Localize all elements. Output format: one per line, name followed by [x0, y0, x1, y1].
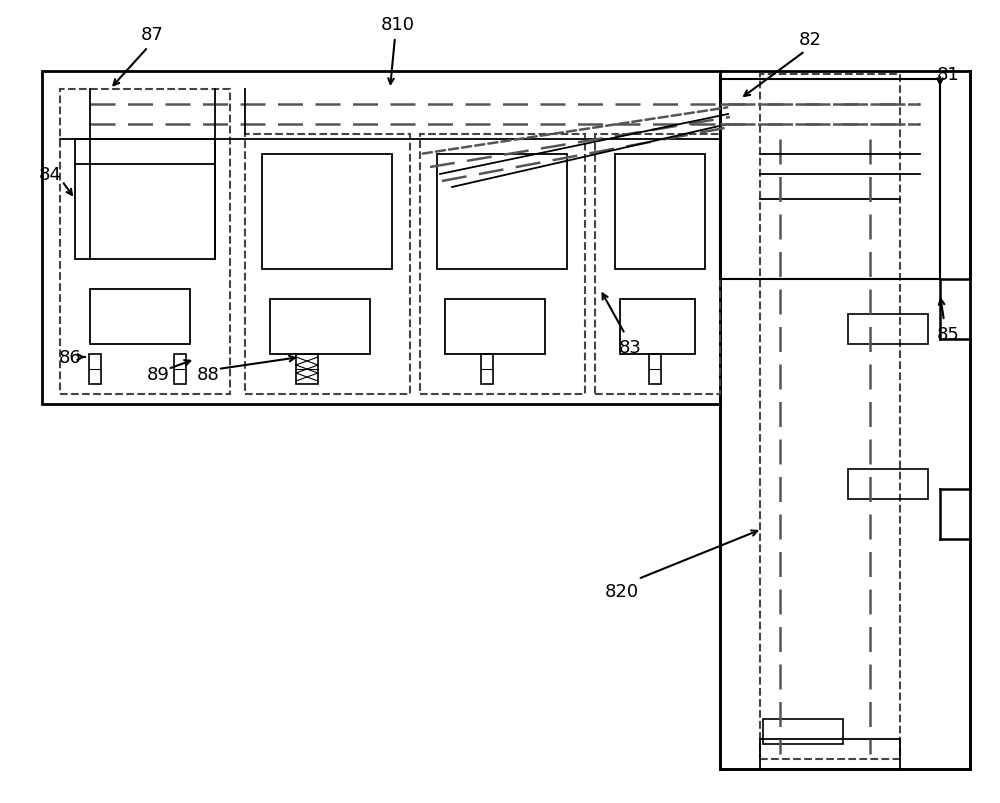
Text: 83: 83	[619, 339, 641, 357]
Text: 87: 87	[141, 26, 163, 44]
Text: 88: 88	[197, 365, 219, 384]
Text: 81: 81	[937, 66, 959, 84]
Text: 84: 84	[39, 165, 61, 184]
Text: 89: 89	[147, 365, 169, 384]
Text: 82: 82	[799, 31, 821, 49]
Text: 820: 820	[605, 582, 639, 601]
Text: 86: 86	[59, 349, 81, 366]
Text: 85: 85	[937, 325, 959, 344]
Text: 810: 810	[381, 16, 415, 34]
